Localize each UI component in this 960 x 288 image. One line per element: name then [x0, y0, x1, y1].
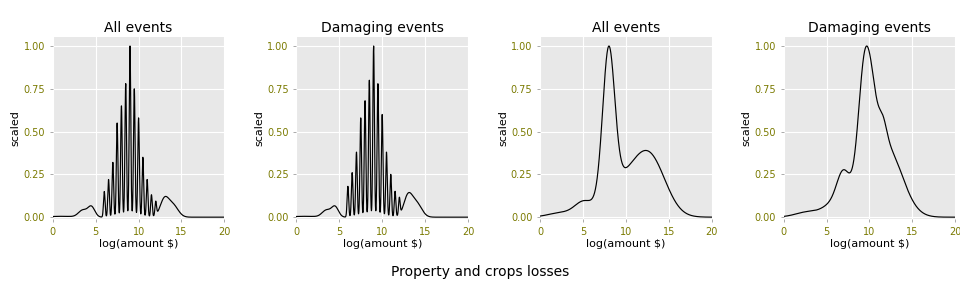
Y-axis label: scaled: scaled	[11, 110, 21, 146]
Y-axis label: scaled: scaled	[498, 110, 508, 146]
X-axis label: log(amount $): log(amount $)	[99, 239, 179, 249]
X-axis label: log(amount $): log(amount $)	[829, 239, 909, 249]
Text: Property and crops losses: Property and crops losses	[391, 265, 569, 279]
Y-axis label: scaled: scaled	[741, 110, 752, 146]
Title: All events: All events	[105, 21, 173, 35]
Title: Damaging events: Damaging events	[321, 21, 444, 35]
Title: Damaging events: Damaging events	[808, 21, 931, 35]
Title: All events: All events	[591, 21, 660, 35]
X-axis label: log(amount $): log(amount $)	[343, 239, 421, 249]
X-axis label: log(amount $): log(amount $)	[587, 239, 665, 249]
Y-axis label: scaled: scaled	[254, 110, 264, 146]
